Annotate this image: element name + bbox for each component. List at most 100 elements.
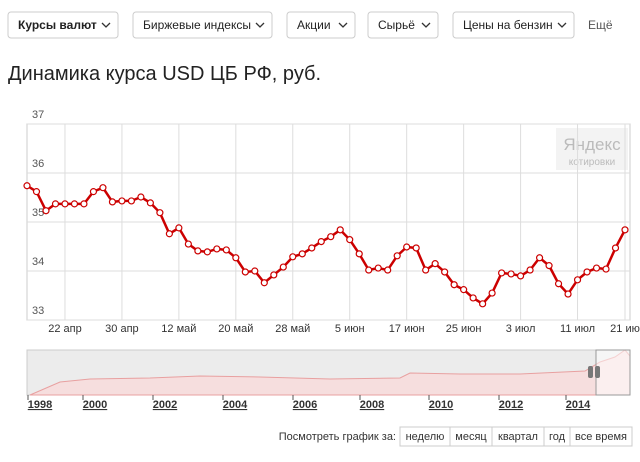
point[interactable] xyxy=(592,264,601,272)
x-tick-label: 22 апр xyxy=(48,323,81,335)
tab-label[interactable]: Цены на бензин xyxy=(463,18,553,32)
point[interactable] xyxy=(479,300,487,308)
point[interactable] xyxy=(241,268,249,276)
chevron[interactable] xyxy=(255,22,265,28)
point[interactable] xyxy=(213,245,221,253)
period-button-label[interactable]: год xyxy=(549,431,566,443)
point[interactable] xyxy=(203,248,211,256)
point[interactable] xyxy=(298,250,306,258)
tab-label[interactable]: Биржевые индексы xyxy=(143,18,251,32)
tab-label[interactable]: Сырьё xyxy=(378,18,415,32)
point[interactable] xyxy=(279,263,287,271)
navigator-label[interactable]: 2002 xyxy=(153,399,177,411)
navigator-window[interactable] xyxy=(595,349,631,396)
period-button-label[interactable]: неделю xyxy=(406,431,445,443)
point[interactable] xyxy=(260,279,268,287)
point[interactable] xyxy=(156,209,164,217)
chevron[interactable] xyxy=(421,22,431,28)
tab-label[interactable]: Курсы валют xyxy=(18,18,97,32)
point[interactable] xyxy=(403,243,411,251)
navigator-label[interactable]: 2004 xyxy=(223,399,248,411)
more-link[interactable]: Ещё xyxy=(588,18,613,32)
point[interactable] xyxy=(70,200,79,208)
navigator-handle[interactable] xyxy=(595,366,600,378)
point[interactable] xyxy=(127,197,136,205)
point[interactable] xyxy=(602,265,610,273)
navigator-handle[interactable] xyxy=(588,366,593,378)
point[interactable] xyxy=(374,264,382,272)
point[interactable] xyxy=(108,198,117,206)
tab-label[interactable]: Акции xyxy=(297,18,331,32)
point[interactable] xyxy=(222,246,230,254)
chevron[interactable] xyxy=(101,22,111,28)
navigator-label[interactable]: 2006 xyxy=(293,399,317,411)
point[interactable] xyxy=(384,266,392,274)
point[interactable] xyxy=(23,182,31,190)
chevron[interactable] xyxy=(338,22,348,28)
point[interactable] xyxy=(441,268,449,276)
point[interactable] xyxy=(365,266,373,274)
point[interactable] xyxy=(516,272,525,280)
point[interactable] xyxy=(118,197,126,205)
navigator-label[interactable]: 2012 xyxy=(499,399,523,411)
point[interactable] xyxy=(583,268,591,276)
point[interactable] xyxy=(346,236,354,244)
point[interactable] xyxy=(251,267,259,275)
point[interactable] xyxy=(554,280,563,288)
chevron[interactable] xyxy=(557,22,567,28)
point[interactable] xyxy=(32,188,41,196)
point[interactable] xyxy=(184,240,192,248)
point[interactable] xyxy=(545,262,553,270)
point[interactable] xyxy=(621,226,629,234)
point[interactable] xyxy=(175,224,183,232)
point[interactable] xyxy=(99,184,107,192)
point[interactable] xyxy=(317,238,325,246)
point[interactable] xyxy=(526,266,534,274)
point[interactable] xyxy=(80,200,88,208)
point[interactable] xyxy=(137,193,145,201)
point[interactable] xyxy=(488,289,496,297)
period-button[interactable] xyxy=(569,426,633,447)
tab[interactable] xyxy=(452,11,575,39)
point[interactable] xyxy=(270,271,278,279)
point[interactable] xyxy=(355,250,363,258)
point[interactable] xyxy=(308,244,316,252)
point[interactable] xyxy=(42,207,50,215)
point[interactable] xyxy=(431,260,439,268)
point[interactable] xyxy=(460,286,468,294)
point[interactable] xyxy=(61,200,69,208)
point[interactable] xyxy=(232,254,240,262)
point[interactable] xyxy=(146,199,154,207)
point[interactable] xyxy=(89,188,98,196)
point[interactable] xyxy=(422,266,430,274)
x-tick-label: 11 июл xyxy=(560,323,595,335)
navigator-label[interactable]: 2014 xyxy=(566,399,591,411)
point[interactable] xyxy=(450,281,458,289)
tab[interactable] xyxy=(132,11,273,39)
point[interactable] xyxy=(289,253,297,261)
point[interactable] xyxy=(412,244,420,252)
point[interactable] xyxy=(564,290,572,298)
point[interactable] xyxy=(165,230,173,238)
point[interactable] xyxy=(507,270,515,278)
tab[interactable] xyxy=(367,11,439,39)
tab[interactable] xyxy=(286,11,356,39)
navigator-label[interactable]: 2000 xyxy=(83,399,107,411)
point[interactable] xyxy=(393,252,401,260)
point[interactable] xyxy=(573,276,582,284)
period-button-label[interactable]: квартал xyxy=(498,431,538,443)
point[interactable] xyxy=(51,200,60,208)
period-button-label[interactable]: все время xyxy=(575,431,627,443)
point[interactable] xyxy=(535,254,544,262)
navigator-label[interactable]: 2010 xyxy=(429,399,453,411)
tab[interactable] xyxy=(7,11,119,39)
point[interactable] xyxy=(611,244,620,252)
point[interactable] xyxy=(498,269,506,277)
navigator-label[interactable]: 1998 xyxy=(28,399,52,411)
point[interactable] xyxy=(469,294,477,302)
navigator-label[interactable]: 2008 xyxy=(360,399,384,411)
point[interactable] xyxy=(194,247,202,255)
point[interactable] xyxy=(336,226,344,234)
point[interactable] xyxy=(327,233,335,241)
period-button-label[interactable]: месяц xyxy=(455,431,487,443)
